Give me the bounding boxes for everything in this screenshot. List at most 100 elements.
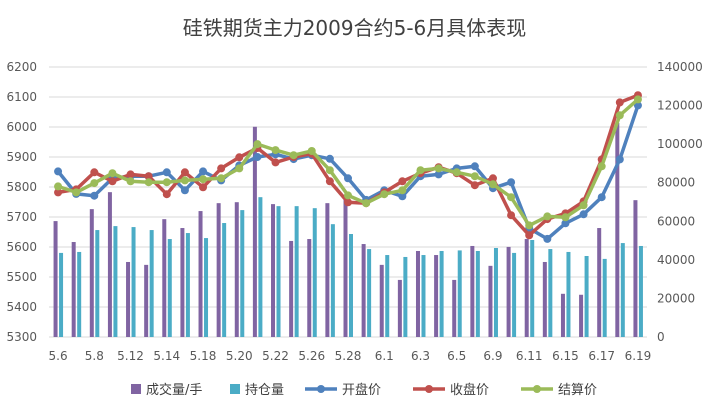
marker-close-price [615,98,624,107]
bar-volume [361,244,366,337]
marker-settle-price [452,168,461,177]
bar-volume [470,245,475,337]
bar-open-interest [330,224,335,337]
bar-open-interest [149,230,154,337]
marker-open-price [507,178,516,187]
bar-volume [325,203,330,337]
right-tick-label: 60000 [657,214,695,228]
bar-volume [53,221,58,337]
bar-volume [488,265,493,337]
marker-open-price [579,210,588,219]
marker-settle-price [434,164,443,173]
marker-settle-price [398,186,407,195]
marker-close-price [162,190,171,199]
x-tick-label: 5.20 [226,349,253,363]
marker-open-price [90,191,99,200]
marker-settle-price [126,177,135,186]
left-tick-label: 5400 [6,300,37,314]
bar-open-interest [367,249,372,337]
bar-volume [397,279,402,337]
x-tick-label: 6.17 [588,349,615,363]
x-tick-label: 5.8 [85,349,104,363]
bar-volume [89,209,94,337]
marker-open-price [180,186,189,195]
marker-close-price [525,231,534,240]
bar-open-interest [385,255,390,337]
marker-close-price [54,188,63,197]
bar-volume [71,242,76,337]
marker-open-price [253,153,262,161]
bar-volume [415,250,420,337]
marker-close-price [108,177,117,186]
marker-settle-price [289,151,298,160]
marker-open-price [434,170,443,179]
marker-open-price [597,193,606,202]
bar-volume [542,261,547,337]
marker-settle-price [90,179,99,188]
bar-volume [162,219,167,337]
bar-open-interest [620,243,625,337]
bar-volume [252,126,257,338]
bar-open-interest [493,247,498,337]
x-tick-label: 5.18 [190,349,217,363]
marker-open-price [199,167,208,176]
legend-label: 持仓量 [245,383,284,398]
bar-open-interest [59,252,64,337]
legend-label: 结算价 [558,383,597,398]
bar-open-interest [222,223,227,337]
marker-settle-price [525,221,534,230]
marker-open-price [162,168,171,177]
bar-volume [180,228,185,337]
marker-settle-price [507,193,516,202]
marker-open-price [398,192,407,201]
bar-volume [126,261,131,337]
marker-close-price [180,168,189,177]
left-tick-label: 5800 [6,180,37,194]
marker-close-price [90,168,99,177]
marker-settle-price [72,188,81,197]
legend-marker [425,385,433,393]
bar-open-interest [403,256,408,337]
marker-close-price [507,211,516,220]
right-tick-label: 0 [657,330,665,344]
right-tick-label: 80000 [657,176,695,190]
right-tick-label: 20000 [657,291,695,305]
marker-open-price [615,155,624,164]
marker-settle-price [253,140,262,149]
bar-open-interest [240,210,245,337]
bar-open-interest [602,258,607,337]
bar-open-interest [204,238,209,337]
bar-open-interest [566,251,571,337]
bar-volume [579,294,584,337]
marker-settle-price [597,162,606,171]
bar-open-interest [638,245,643,337]
marker-close-price [217,164,226,173]
bar-open-interest [512,252,517,337]
bar-volume [271,204,276,337]
marker-settle-price [470,172,479,181]
bar-open-interest [167,239,172,337]
x-tick-label: 5.12 [117,349,144,363]
marker-open-price [470,162,479,171]
marker-close-price [126,170,135,179]
bar-volume [597,228,602,337]
bar-open-interest [548,249,553,337]
bar-open-interest [276,206,281,337]
marker-settle-price [488,180,497,189]
x-tick-label: 5.26 [298,349,325,363]
marker-close-price [235,153,244,162]
left-tick-label: 6200 [6,60,37,74]
bar-open-interest [530,239,535,337]
legend-label: 收盘价 [450,382,489,398]
marker-settle-price [199,175,208,184]
x-tick-label: 5.14 [153,349,180,363]
marker-close-price [488,174,497,183]
x-tick-label: 5.22 [262,349,289,363]
bar-open-interest [349,234,353,337]
marker-settle-price [180,176,189,185]
bar-open-interest [457,250,462,337]
marker-close-price [344,198,352,207]
bar-volume [633,200,638,337]
x-tick-label: 6.15 [552,349,579,363]
bar-open-interest [258,197,263,337]
